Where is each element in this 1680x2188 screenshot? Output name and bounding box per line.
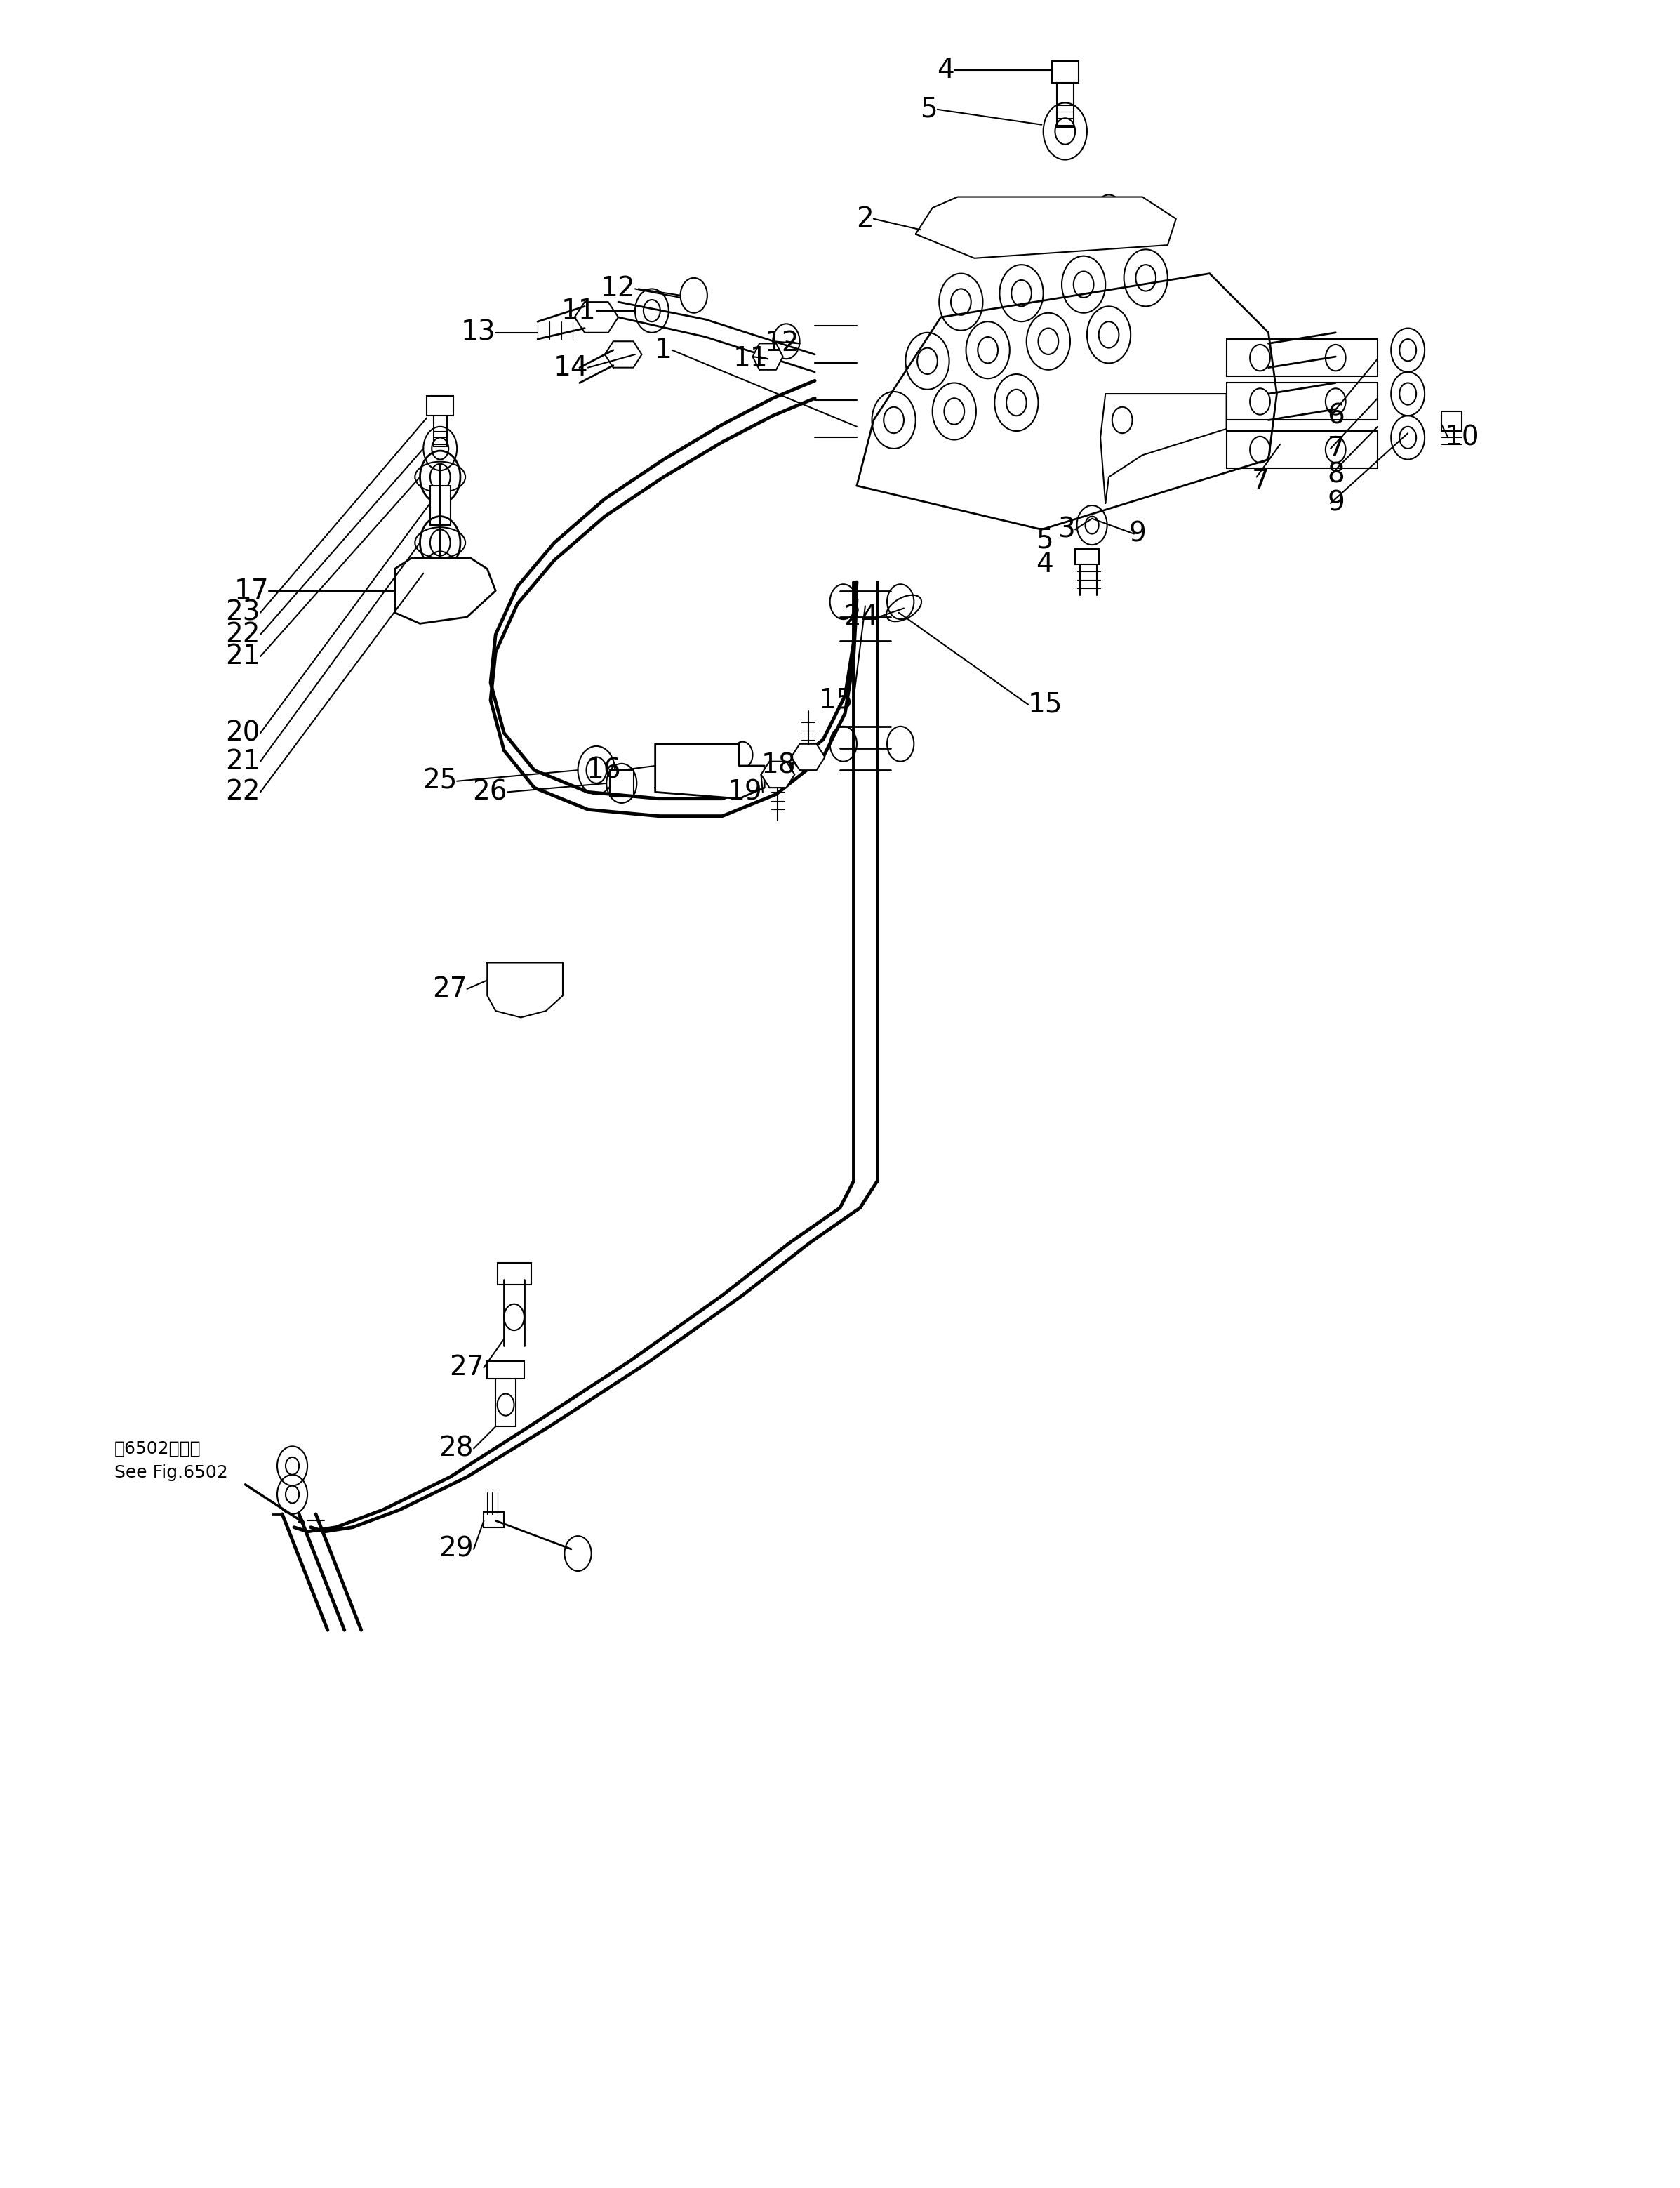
Text: 28: 28	[438, 1435, 474, 1462]
Text: See Fig.6502: See Fig.6502	[114, 1464, 228, 1481]
Text: 14: 14	[553, 354, 588, 381]
Circle shape	[887, 726, 914, 761]
Polygon shape	[575, 302, 618, 333]
Text: 24: 24	[843, 604, 879, 630]
Text: 29: 29	[438, 1536, 474, 1562]
Text: 21: 21	[225, 643, 260, 670]
Text: 19: 19	[727, 779, 763, 805]
Text: 23: 23	[225, 600, 260, 626]
Text: 9: 9	[1327, 490, 1344, 516]
Text: 17: 17	[234, 578, 269, 604]
Text: 20: 20	[225, 720, 260, 746]
Text: 7: 7	[1327, 435, 1344, 462]
Text: 1: 1	[655, 337, 672, 363]
Polygon shape	[916, 197, 1176, 258]
Bar	[1075, 549, 1099, 565]
Polygon shape	[605, 341, 642, 368]
Bar	[487, 1361, 524, 1378]
Text: 25: 25	[422, 768, 457, 794]
Bar	[1226, 339, 1378, 376]
Text: 18: 18	[761, 753, 796, 779]
Text: 4: 4	[1037, 551, 1053, 578]
Text: 10: 10	[1445, 424, 1480, 451]
Text: 13: 13	[460, 319, 496, 346]
Text: 8: 8	[1327, 462, 1344, 488]
Bar	[533, 974, 556, 996]
Text: 22: 22	[225, 621, 260, 648]
Bar	[484, 1512, 504, 1527]
Polygon shape	[857, 274, 1277, 529]
Circle shape	[830, 584, 857, 619]
Bar	[496, 974, 526, 996]
Circle shape	[887, 584, 914, 619]
Polygon shape	[487, 963, 563, 1017]
Text: 16: 16	[586, 757, 622, 783]
Text: 11: 11	[732, 346, 768, 372]
Text: 5: 5	[1037, 527, 1053, 554]
Text: 7: 7	[1252, 468, 1268, 494]
Polygon shape	[791, 744, 825, 770]
Text: 15: 15	[818, 687, 853, 713]
Text: 26: 26	[472, 779, 507, 805]
Text: 2: 2	[857, 206, 874, 232]
Text: 22: 22	[225, 779, 260, 805]
Text: 12: 12	[600, 276, 635, 302]
Text: 第6502図参照: 第6502図参照	[114, 1440, 202, 1457]
Text: 27: 27	[432, 976, 467, 1002]
Text: 27: 27	[449, 1354, 484, 1381]
Polygon shape	[753, 344, 783, 370]
Text: 6: 6	[1327, 403, 1344, 429]
Text: 12: 12	[764, 330, 800, 357]
Bar	[427, 396, 454, 416]
Text: 21: 21	[225, 748, 260, 775]
Bar	[610, 770, 633, 796]
Bar	[430, 486, 450, 525]
Text: 5: 5	[921, 96, 937, 123]
Bar	[496, 1372, 516, 1427]
Bar	[1052, 61, 1079, 83]
Text: 15: 15	[1028, 691, 1063, 718]
Text: 3: 3	[1058, 516, 1075, 543]
Bar	[1226, 383, 1378, 420]
Bar	[1226, 431, 1378, 468]
Text: 4: 4	[937, 57, 954, 83]
Polygon shape	[395, 558, 496, 624]
Polygon shape	[761, 761, 795, 788]
Bar	[1441, 411, 1462, 431]
Circle shape	[830, 726, 857, 761]
Bar	[497, 1262, 531, 1284]
Text: 9: 9	[1129, 521, 1146, 547]
Polygon shape	[655, 744, 764, 799]
Polygon shape	[1100, 394, 1226, 503]
Text: 11: 11	[561, 298, 596, 324]
